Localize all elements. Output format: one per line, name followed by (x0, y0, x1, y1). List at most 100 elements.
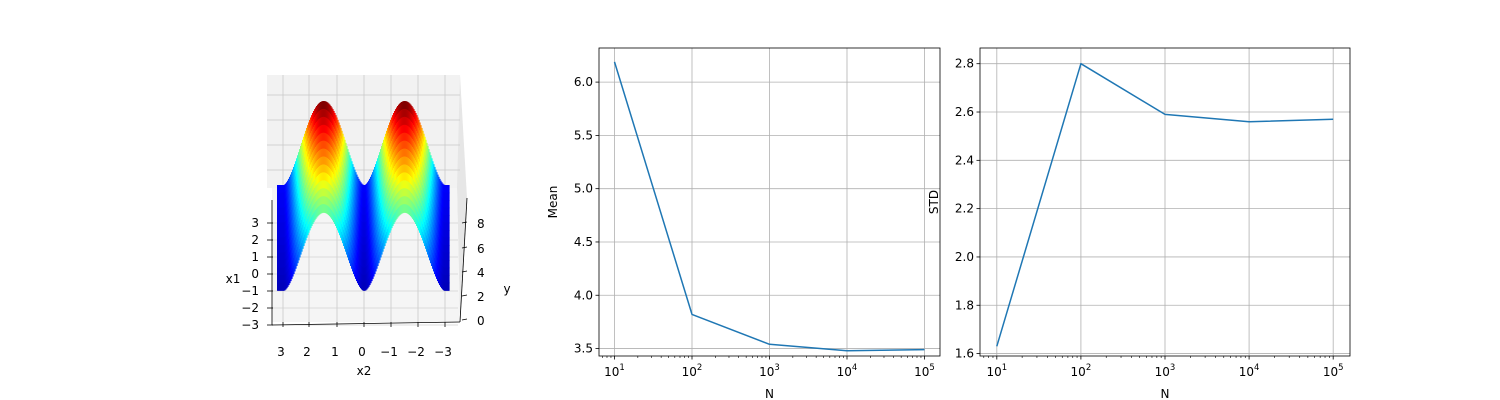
surface-patch (373, 215, 375, 224)
surface-patch (376, 206, 378, 216)
surface-patch (291, 179, 293, 189)
surface-patch (330, 185, 332, 194)
surface-patch (282, 245, 284, 254)
surface-patch (344, 186, 346, 195)
surface-patch (404, 116, 406, 126)
surface-patch (441, 264, 443, 274)
surface-patch (418, 159, 420, 168)
surface-patch (301, 150, 303, 160)
surface-patch (301, 166, 303, 175)
surface-patch (326, 149, 328, 159)
surface-patch (417, 219, 419, 229)
surface-patch (398, 144, 400, 153)
surface-patch (389, 122, 391, 132)
surface-patch (291, 240, 293, 249)
surface-patch (393, 120, 395, 130)
surface-patch (287, 278, 289, 287)
surface-patch (311, 185, 313, 195)
surface-patch (411, 161, 413, 171)
surface-patch (329, 183, 331, 193)
surface-patch (368, 233, 370, 242)
surface-patch (380, 210, 382, 220)
surface-patch (406, 156, 408, 166)
surface-patch (425, 139, 427, 149)
surface-patch (420, 148, 422, 158)
surface-patch (376, 191, 378, 201)
surface-patch (325, 164, 327, 174)
surface-patch (366, 273, 368, 282)
surface-patch (290, 250, 292, 259)
surface-patch (295, 252, 297, 262)
surface-patch (385, 219, 387, 228)
surface-patch (429, 205, 431, 215)
surface-patch (296, 234, 298, 244)
surface-patch (403, 140, 405, 150)
surface-patch (399, 182, 401, 192)
surface-patch (398, 183, 400, 193)
surface-patch (307, 179, 309, 189)
surface-patch (423, 180, 425, 189)
surface-patch (356, 250, 358, 259)
surface-patch (359, 263, 361, 272)
x2-tick-label: −3 (434, 345, 452, 359)
surface-patch (421, 190, 423, 199)
surface-patch (298, 213, 300, 223)
surface-patch (342, 141, 344, 151)
surface-patch (310, 172, 312, 182)
surface-patch (311, 217, 313, 226)
surface-patch (408, 110, 410, 120)
surface-patch (373, 222, 375, 232)
surface-patch (333, 213, 335, 223)
surface-patch (350, 257, 352, 266)
surface-patch (327, 150, 329, 159)
surface-patch (300, 192, 302, 201)
surface-patch (342, 164, 344, 174)
surface-patch (296, 165, 298, 175)
surface-patch (419, 130, 421, 139)
surface-patch (387, 127, 389, 137)
surface-patch (375, 202, 377, 211)
surface-patch (371, 227, 373, 236)
surface-patch (378, 201, 380, 210)
surface-patch (384, 198, 386, 208)
surface-patch (425, 147, 427, 157)
surface-patch (438, 229, 440, 238)
surface-patch (339, 179, 341, 189)
surface-patch (357, 191, 359, 201)
surface-patch (295, 237, 297, 246)
surface-patch (278, 230, 280, 239)
surface-patch (331, 146, 333, 156)
surface-patch (375, 240, 377, 249)
surface-patch (419, 224, 421, 233)
surface-patch (319, 158, 321, 167)
surface-patch (402, 109, 404, 119)
surface-patch (408, 126, 410, 136)
surface-patch (426, 196, 428, 206)
x-tick-label: 104 (837, 363, 858, 379)
surface-patch (421, 127, 423, 137)
surface-patch (384, 190, 386, 200)
surface-patch (290, 272, 292, 282)
surface-patch (427, 153, 429, 163)
surface-patch (363, 222, 365, 231)
surface-patch (364, 282, 366, 291)
surface-patch (309, 143, 311, 153)
surface-patch (420, 132, 422, 142)
surface-patch (367, 272, 369, 281)
surface-patch (376, 229, 378, 239)
surface-patch (431, 211, 433, 221)
surface-patch (331, 162, 333, 172)
surface-patch (306, 151, 308, 160)
surface-patch (431, 227, 433, 236)
surface-patch (369, 216, 371, 225)
surface-patch (396, 131, 398, 140)
surface-patch (431, 249, 433, 259)
surface-patch (363, 207, 365, 216)
surface-patch (345, 243, 347, 252)
surface-patch (375, 209, 377, 219)
surface-patch (313, 142, 315, 152)
surface-patch (338, 145, 340, 155)
surface-patch (371, 257, 373, 267)
surface-patch (368, 248, 370, 257)
surface-patch (319, 205, 321, 215)
